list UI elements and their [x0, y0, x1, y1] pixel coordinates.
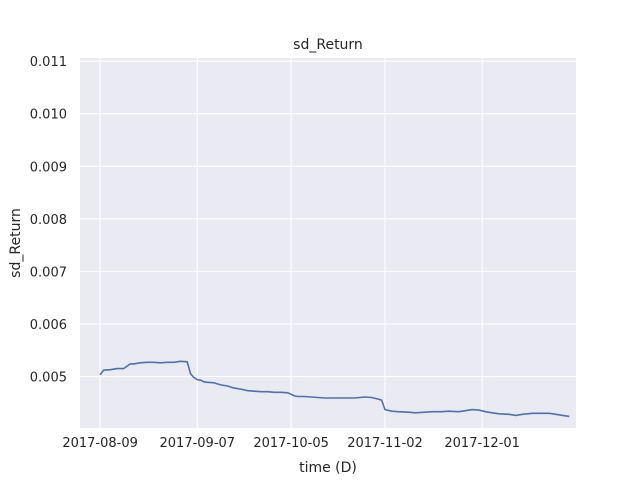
- y-tick-label: 0.009: [30, 160, 67, 175]
- x-tick-label: 2017-09-07: [160, 436, 236, 451]
- y-gridlines: [80, 60, 576, 378]
- y-axis-label: sd_Return: [8, 208, 24, 278]
- x-axis-label: time (D): [299, 460, 357, 476]
- x-tick-label: 2017-11-02: [347, 436, 423, 451]
- y-tick-label: 0.006: [30, 318, 67, 333]
- y-tick-label: 0.010: [30, 108, 67, 123]
- y-tick-label: 0.008: [30, 213, 67, 228]
- y-tick-label: 0.011: [30, 55, 67, 70]
- chart-title: sd_Return: [293, 37, 363, 53]
- x-tick-label: 2017-12-01: [444, 436, 520, 451]
- x-tick-labels: 2017-08-09 2017-09-07 2017-10-05 2017-11-02…: [62, 436, 520, 451]
- y-tick-labels: 0.005 0.006 0.007 0.008 0.009 0.010 0.011: [30, 55, 67, 385]
- y-tick-label: 0.005: [30, 370, 67, 385]
- x-tick-label: 2017-08-09: [62, 436, 138, 451]
- x-tick-label: 2017-10-05: [253, 436, 329, 451]
- x-gridlines: [99, 58, 483, 428]
- series-line: [99, 360, 570, 418]
- plot-area: [80, 58, 576, 428]
- y-tick-label: 0.007: [30, 265, 67, 280]
